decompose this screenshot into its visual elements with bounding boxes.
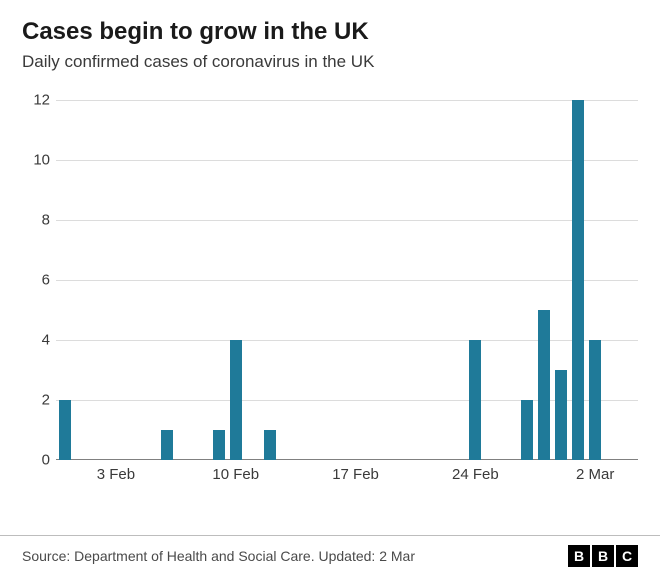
bar	[264, 430, 276, 460]
gridline	[56, 100, 638, 101]
gridline	[56, 280, 638, 281]
chart-subtitle: Daily confirmed cases of coronavirus in …	[22, 52, 638, 72]
y-axis-label: 6	[24, 272, 50, 289]
gridline	[56, 220, 638, 221]
bar	[161, 430, 173, 460]
gridline	[56, 340, 638, 341]
x-axis-label: 2 Mar	[576, 466, 614, 483]
bbc-logo-letter: B	[592, 545, 614, 567]
gridline	[56, 400, 638, 401]
plot-region	[56, 100, 638, 460]
chart-area: 0246810123 Feb10 Feb17 Feb24 Feb2 Mar	[24, 100, 638, 490]
y-axis-label: 4	[24, 332, 50, 349]
bar	[538, 310, 550, 460]
x-axis-baseline	[56, 459, 638, 460]
bar	[469, 340, 481, 460]
chart-title: Cases begin to grow in the UK	[22, 18, 638, 46]
bar	[555, 370, 567, 460]
x-axis-label: 3 Feb	[97, 466, 135, 483]
gridline	[56, 160, 638, 161]
bar	[230, 340, 242, 460]
bar	[521, 400, 533, 460]
bar	[59, 400, 71, 460]
bbc-logo-letter: C	[616, 545, 638, 567]
bar	[589, 340, 601, 460]
bbc-logo-letter: B	[568, 545, 590, 567]
y-axis-label: 12	[24, 92, 50, 109]
y-axis-label: 10	[24, 152, 50, 169]
chart-footer: Source: Department of Health and Social …	[0, 535, 660, 569]
y-axis-label: 0	[24, 452, 50, 469]
bbc-logo: B B C	[568, 545, 638, 567]
bar	[213, 430, 225, 460]
x-axis-label: 10 Feb	[212, 466, 259, 483]
y-axis-label: 8	[24, 212, 50, 229]
source-text: Source: Department of Health and Social …	[22, 548, 415, 564]
bar	[572, 100, 584, 460]
x-axis-label: 24 Feb	[452, 466, 499, 483]
x-axis-label: 17 Feb	[332, 466, 379, 483]
y-axis-label: 2	[24, 392, 50, 409]
